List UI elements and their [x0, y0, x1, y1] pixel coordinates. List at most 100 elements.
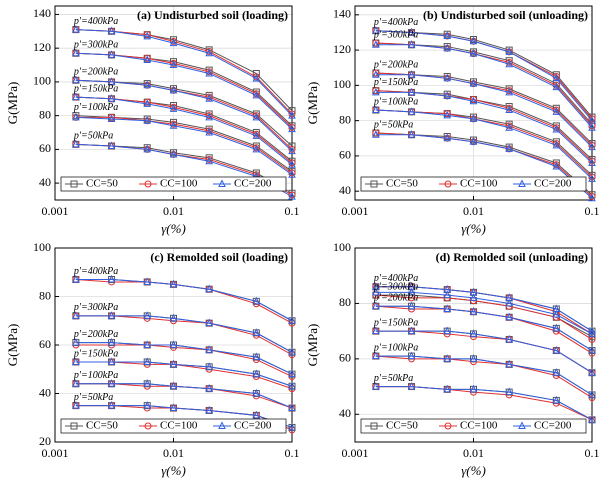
x-tick-label: 0.001 — [342, 204, 369, 218]
marker — [443, 110, 452, 119]
curve — [75, 315, 293, 353]
y-axis-label: G(MPa) — [305, 82, 320, 125]
marker — [252, 73, 261, 82]
y-tick-label: 140 — [33, 6, 51, 20]
marker — [107, 379, 116, 387]
curve-label: p'=300kPa — [373, 281, 418, 292]
plot-frame — [54, 247, 293, 443]
marker — [169, 359, 178, 368]
marker — [372, 129, 380, 137]
marker — [143, 54, 151, 62]
marker — [169, 104, 178, 112]
curve — [75, 29, 293, 116]
marker — [169, 279, 178, 288]
marker — [444, 422, 452, 430]
curve — [375, 305, 593, 351]
marker — [552, 309, 561, 318]
legend-label: CC=100 — [160, 178, 198, 190]
marker — [407, 27, 416, 36]
y-axis-label: G(MPa) — [305, 324, 320, 367]
marker — [288, 110, 296, 118]
marker — [505, 87, 513, 95]
marker — [72, 48, 80, 57]
marker — [169, 38, 178, 47]
curve — [75, 361, 293, 387]
marker — [588, 329, 596, 337]
marker — [588, 415, 596, 423]
curve-label: p'=150kPa — [73, 348, 118, 359]
marker — [72, 139, 80, 148]
curve-label: p'=200kPa — [73, 67, 118, 78]
marker — [469, 354, 478, 362]
marker — [469, 114, 478, 122]
marker — [372, 69, 380, 77]
y-tick-label: 60 — [39, 337, 51, 351]
marker — [170, 37, 177, 45]
marker — [252, 388, 261, 397]
marker — [143, 80, 152, 89]
marker — [588, 141, 596, 149]
marker — [469, 137, 478, 145]
marker — [407, 287, 416, 296]
marker — [218, 179, 226, 187]
x-tick-label: 0.01 — [463, 204, 484, 218]
marker — [469, 293, 478, 301]
marker — [469, 36, 478, 45]
marker — [143, 31, 152, 40]
marker — [205, 48, 213, 57]
legend-box — [60, 176, 287, 192]
marker — [407, 87, 416, 96]
marker — [588, 123, 596, 131]
marker — [205, 94, 213, 102]
marker — [443, 304, 452, 312]
marker — [252, 144, 260, 152]
marker — [372, 326, 380, 335]
marker — [169, 121, 178, 129]
marker — [443, 110, 451, 118]
marker — [72, 274, 80, 283]
marker — [505, 359, 513, 368]
marker — [205, 318, 213, 327]
marker — [469, 384, 478, 393]
y-axis-label: G(MPa) — [5, 82, 20, 125]
marker — [505, 87, 513, 96]
y-tick-label: 40 — [39, 175, 51, 189]
curve-label: p'=150kPa — [373, 317, 418, 328]
marker — [218, 421, 226, 429]
marker — [144, 422, 152, 430]
y-tick-label: 80 — [339, 112, 351, 126]
curve-label: p'=50kPa — [373, 119, 413, 130]
marker — [588, 345, 596, 354]
marker — [169, 340, 178, 348]
marker — [505, 59, 513, 68]
curve-label: p'=100kPa — [73, 102, 118, 113]
marker — [107, 274, 116, 283]
curve-label: p'=50kPa — [73, 392, 113, 403]
marker — [288, 381, 296, 390]
marker — [552, 161, 560, 169]
marker — [169, 313, 178, 322]
legend-label: CC=50 — [386, 178, 418, 190]
y-tick-label: 140 — [333, 7, 351, 21]
legend-label: CC=200 — [534, 178, 572, 190]
curve — [75, 96, 293, 165]
marker — [552, 124, 561, 133]
marker — [469, 78, 478, 87]
curve — [75, 279, 293, 322]
marker — [72, 337, 80, 346]
x-tick-label: 0.1 — [585, 446, 600, 460]
marker — [552, 323, 561, 332]
marker — [143, 357, 152, 365]
marker — [143, 98, 151, 106]
marker — [552, 73, 561, 82]
marker — [370, 180, 378, 188]
marker — [469, 329, 478, 337]
y-tick-label: 60 — [339, 148, 351, 162]
panel-title: (d) Remolded soil (unloading) — [436, 250, 588, 264]
curve-label: p'=50kPa — [73, 131, 113, 142]
x-tick-label: 0.1 — [285, 204, 300, 218]
marker — [443, 384, 452, 393]
curve-label: p'=400kPa — [73, 266, 118, 277]
curve-label: p'=100kPa — [373, 96, 418, 107]
marker — [288, 422, 296, 431]
